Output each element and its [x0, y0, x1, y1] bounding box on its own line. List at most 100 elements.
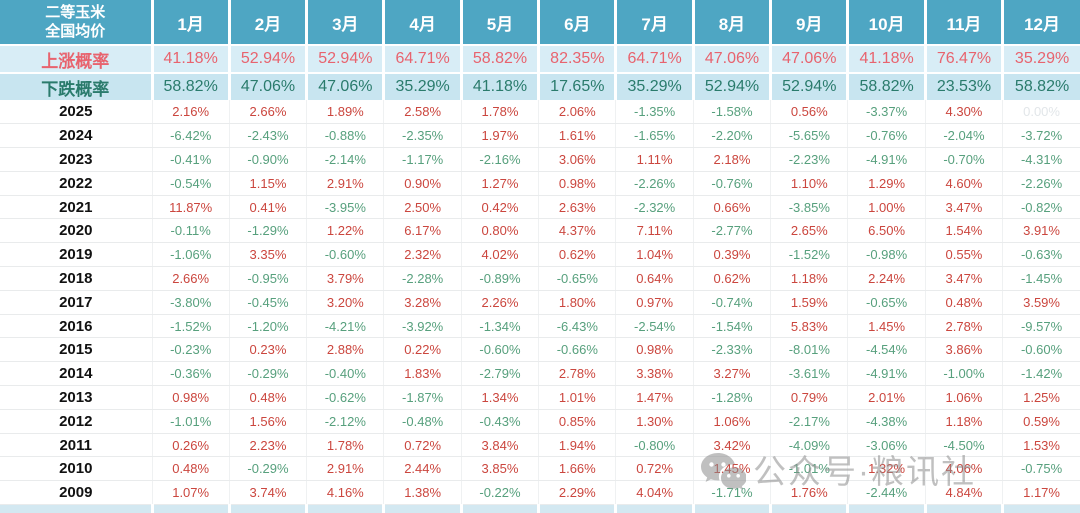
value-cell: 0.85% [538, 409, 616, 434]
strip-cell [691, 504, 771, 513]
value-cell: 1.78% [306, 433, 384, 458]
value-cell: 5.83% [770, 314, 848, 339]
value-cell: 0.26% [151, 433, 230, 458]
month-header: 6月 [537, 0, 616, 45]
value-cell: -0.90% [228, 147, 307, 172]
value-cell: 2.91% [306, 171, 384, 196]
value-cell: 1.06% [924, 385, 1003, 410]
year-row: 2017 -3.80% -0.45% 3.20% 3.28% 2.26% 1.80% 0.97… [0, 290, 1080, 315]
value-cell: 1.76% [770, 480, 848, 506]
value-cell: -2.28% [383, 266, 462, 291]
value-cell: -3.37% [847, 100, 926, 125]
value-cell: 1.56% [228, 409, 307, 434]
value-cell: 1.61% [538, 123, 616, 149]
strip-cell [614, 504, 694, 513]
value-cell: -3.72% [1002, 123, 1080, 149]
value-cell: 0.48% [228, 385, 307, 410]
month-header: 3月 [305, 0, 384, 45]
value-cell: -0.66% [538, 337, 616, 363]
value-cell: -2.04% [924, 123, 1003, 149]
value-cell: 1.10% [770, 171, 848, 196]
value-cell: 2.91% [306, 456, 384, 482]
strip-cell [1001, 504, 1080, 513]
year-label: 2012 [0, 409, 152, 434]
value-cell: 1.53% [1002, 433, 1080, 458]
value-cell: 1.27% [460, 171, 539, 196]
value-cell: 4.04% [615, 480, 694, 506]
value-cell: 0.56% [770, 100, 848, 125]
value-cell: -0.76% [847, 123, 926, 149]
value-cell: -1.00% [924, 361, 1003, 387]
value-cell: -0.75% [1002, 456, 1080, 482]
fall-probability-value: 17.65% [537, 72, 616, 100]
value-cell: -2.54% [615, 314, 694, 339]
month-header: 12月 [1001, 0, 1080, 45]
year-label: 2013 [0, 385, 152, 410]
value-cell: -4.38% [847, 409, 926, 434]
value-cell: -3.80% [151, 290, 230, 315]
rise-probability-value: 58.82% [459, 44, 539, 73]
value-cell: -1.01% [770, 456, 848, 482]
value-cell: -4.91% [847, 361, 926, 387]
month-header: 9月 [769, 0, 848, 45]
value-cell: 1.25% [1002, 385, 1080, 410]
fall-probability-value: 58.82% [846, 72, 926, 100]
year-row: 2009 1.07% 3.74% 4.16% 1.38% -0.22% 2.29% 4.04%… [0, 480, 1080, 506]
value-cell: 1.22% [306, 218, 384, 244]
year-row: 2013 0.98% 0.48% -0.62% -1.87% 1.34% 1.01% 1.47… [0, 385, 1080, 410]
value-cell: 3.79% [306, 266, 384, 291]
year-label: 2014 [0, 361, 152, 387]
year-label: 2021 [0, 195, 152, 220]
value-cell: -0.40% [306, 361, 384, 387]
value-cell: 1.18% [770, 266, 848, 291]
value-cell: 4.37% [538, 218, 616, 244]
month-header: 7月 [614, 0, 694, 45]
rise-probability-label: 上涨概率 [0, 44, 152, 73]
value-cell: 3.28% [383, 290, 462, 315]
value-cell: -0.70% [924, 147, 1003, 172]
year-label: 2018 [0, 266, 152, 291]
value-cell: -0.54% [151, 171, 230, 196]
year-row: 2025 2.16% 2.66% 1.89% 2.58% 1.78% 2.06% -1.35%… [0, 100, 1080, 125]
value-cell: 1.15% [228, 171, 307, 196]
year-row: 2011 0.26% 2.23% 1.78% 0.72% 3.84% 1.94% -0.80%… [0, 433, 1080, 458]
table-header-row: 二等玉米 全国均价 1月 2月 3月 4月 5月 6月 7月 8月 9月 10月 11月 12月 [0, 0, 1080, 45]
value-cell: -4.21% [306, 314, 384, 339]
value-cell: 3.84% [460, 433, 539, 458]
value-cell: -1.52% [151, 314, 230, 339]
value-cell: 0.90% [383, 171, 462, 196]
month-header: 2月 [227, 0, 307, 45]
value-cell: 2.18% [692, 147, 771, 172]
value-cell: -1.71% [692, 480, 771, 506]
value-cell: -2.26% [1002, 171, 1080, 196]
value-cell: -1.34% [460, 314, 539, 339]
value-cell: -1.28% [692, 385, 771, 410]
rise-probability-value: 82.35% [537, 44, 616, 73]
fall-probability-value: 35.29% [614, 72, 694, 100]
strip-cell [382, 504, 462, 513]
value-cell: 2.63% [538, 195, 616, 220]
year-row: 2021 11.87% 0.41% -3.95% 2.50% 0.42% 2.63% -2.3… [0, 195, 1080, 220]
month-header: 11月 [923, 0, 1003, 45]
value-cell: 6.17% [383, 218, 462, 244]
value-cell: -1.65% [615, 123, 694, 149]
value-cell: 3.20% [306, 290, 384, 315]
value-cell: 0.62% [692, 266, 771, 291]
value-cell: -6.43% [538, 314, 616, 339]
year-label: 2010 [0, 456, 152, 482]
rise-probability-row: 上涨概率 41.18% 52.94% 52.94% 64.71% 58.82% 82.35%… [0, 44, 1080, 73]
value-cell: 1.66% [538, 456, 616, 482]
value-cell: -2.32% [615, 195, 694, 220]
value-cell: 1.29% [847, 171, 926, 196]
value-cell: 3.47% [924, 195, 1003, 220]
value-cell: -2.14% [306, 147, 384, 172]
value-cell: 2.26% [460, 290, 539, 315]
value-cell: 1.45% [692, 456, 771, 482]
value-cell: 1.47% [615, 385, 694, 410]
year-row: 2019 -1.06% 3.35% -0.60% 2.32% 4.02% 0.62% 1.04… [0, 242, 1080, 268]
rise-probability-value: 35.29% [1001, 44, 1080, 73]
value-cell: -1.58% [692, 100, 771, 125]
value-cell: 1.59% [770, 290, 848, 315]
value-cell: 0.42% [460, 195, 539, 220]
